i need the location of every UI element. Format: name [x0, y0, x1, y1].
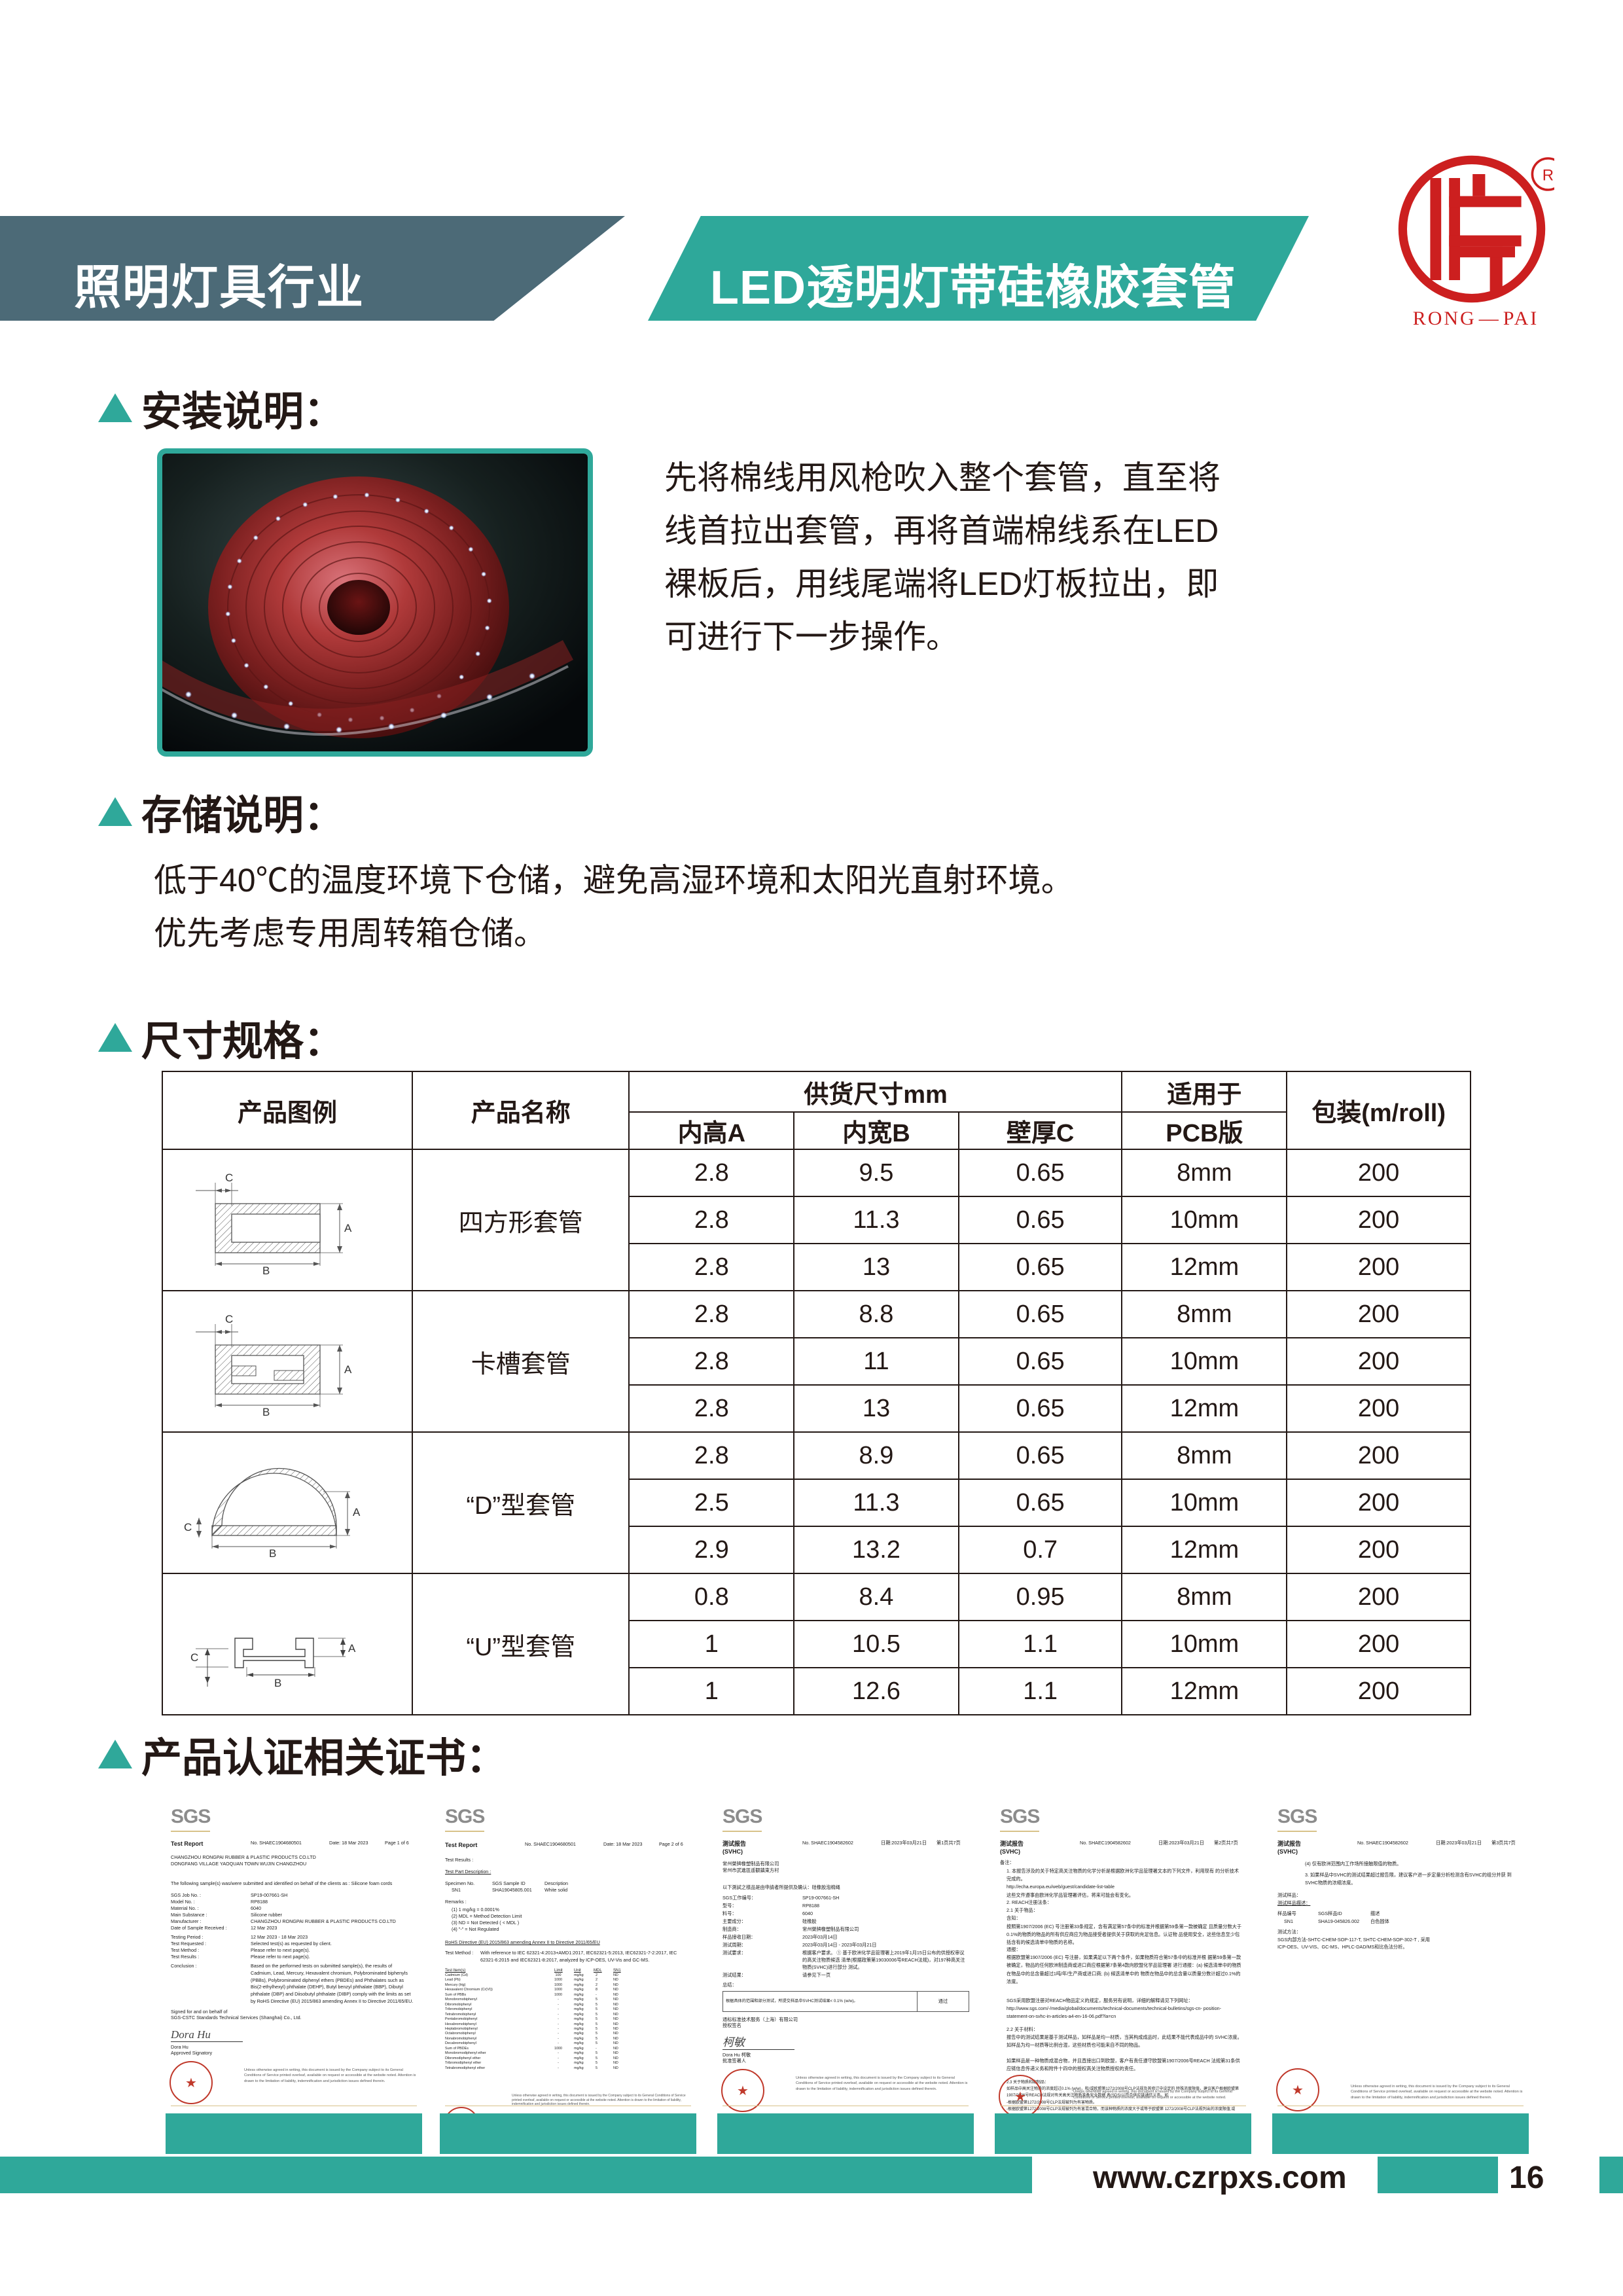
svg-text:C: C	[225, 1172, 233, 1184]
svg-text:C: C	[184, 1521, 192, 1534]
svg-text:R: R	[1543, 167, 1554, 185]
svg-text:B: B	[262, 1406, 270, 1417]
svg-text:C: C	[190, 1651, 198, 1664]
svg-text:A: A	[344, 1363, 352, 1376]
svg-text:C: C	[225, 1313, 233, 1325]
svg-text:A: A	[344, 1222, 352, 1234]
svg-text:B: B	[262, 1265, 270, 1276]
svg-text:B: B	[274, 1677, 281, 1689]
svg-text:A: A	[348, 1642, 356, 1655]
svg-text:B: B	[269, 1547, 276, 1558]
svg-text:A: A	[353, 1506, 361, 1518]
